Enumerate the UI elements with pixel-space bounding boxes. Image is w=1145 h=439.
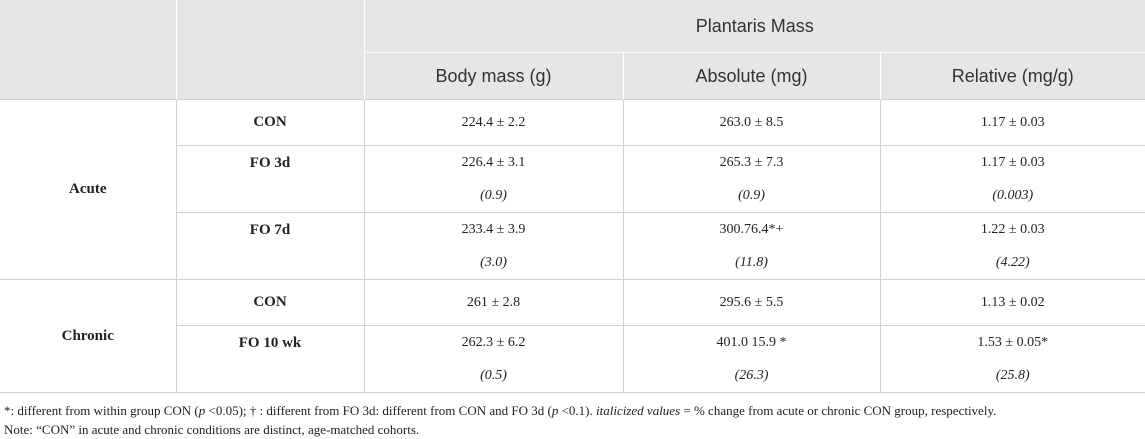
footnote-significance: *: different from within group CON (p <0… <box>4 401 1145 420</box>
header-empty-group <box>0 0 176 100</box>
relative-cell: 1.22 ± 0.03(4.22) <box>880 213 1145 280</box>
body-mass-cell: 261 ± 2.8 <box>364 280 623 326</box>
condition-label: FO 7d <box>176 213 364 280</box>
header-relative: Relative (mg/g) <box>880 53 1145 100</box>
body-mass-cell: 226.4 ± 3.1(0.9) <box>364 146 623 213</box>
percent-change: (25.8) <box>881 364 1145 388</box>
percent-change: (0.5) <box>365 364 623 388</box>
percent-change: (0.003) <box>881 184 1145 208</box>
table-row: Chronic CON 261 ± 2.8 295.6 ± 5.5 1.13 ±… <box>0 280 1145 326</box>
percent-change: (0.9) <box>365 184 623 208</box>
body-mass-cell: 262.3 ± 6.2(0.5) <box>364 326 623 393</box>
body-mass-cell: 233.4 ± 3.9(3.0) <box>364 213 623 280</box>
condition-label: FO 10 wk <box>176 326 364 393</box>
absolute-cell: 263.0 ± 8.5 <box>623 100 880 146</box>
relative-cell: 1.13 ± 0.02 <box>880 280 1145 326</box>
header-plantaris-mass: Plantaris Mass <box>364 0 1145 53</box>
percent-change: (3.0) <box>365 251 623 275</box>
condition-label: CON <box>176 100 364 146</box>
header-empty-condition <box>176 0 364 100</box>
footnote-cohorts: Note: “CON” in acute and chronic conditi… <box>4 420 1145 439</box>
plantaris-mass-table: Plantaris Mass Body mass (g) Absolute (m… <box>0 0 1145 393</box>
absolute-cell: 295.6 ± 5.5 <box>623 280 880 326</box>
relative-cell: 1.53 ± 0.05*(25.8) <box>880 326 1145 393</box>
percent-change: (0.9) <box>624 184 880 208</box>
relative-cell: 1.17 ± 0.03 <box>880 100 1145 146</box>
body-mass-cell: 224.4 ± 2.2 <box>364 100 623 146</box>
group-label-acute: Acute <box>0 100 176 280</box>
condition-label: CON <box>176 280 364 326</box>
group-label-chronic: Chronic <box>0 280 176 393</box>
header-absolute: Absolute (mg) <box>623 53 880 100</box>
table-footnotes: *: different from within group CON (p <0… <box>0 401 1145 439</box>
percent-change: (4.22) <box>881 251 1145 275</box>
condition-label: FO 3d <box>176 146 364 213</box>
absolute-cell: 300.76.4*+(11.8) <box>623 213 880 280</box>
absolute-cell: 265.3 ± 7.3(0.9) <box>623 146 880 213</box>
header-body-mass: Body mass (g) <box>364 53 623 100</box>
percent-change: (26.3) <box>624 364 880 388</box>
percent-change: (11.8) <box>624 251 880 275</box>
relative-cell: 1.17 ± 0.03(0.003) <box>880 146 1145 213</box>
absolute-cell: 401.0 15.9 *(26.3) <box>623 326 880 393</box>
table-row: Acute CON 224.4 ± 2.2 263.0 ± 8.5 1.17 ±… <box>0 100 1145 146</box>
